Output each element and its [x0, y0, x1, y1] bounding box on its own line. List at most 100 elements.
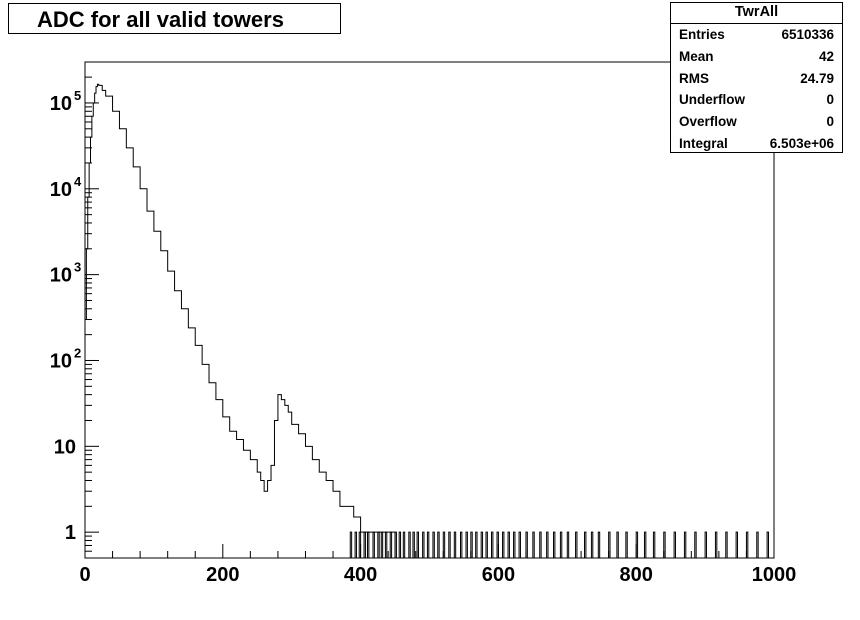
- histogram-bin: [442, 531, 446, 558]
- histogram-bin: [704, 531, 707, 558]
- stats-value: 24.79: [800, 70, 834, 86]
- histogram-bin: [480, 531, 484, 558]
- histogram-bin: [448, 531, 451, 558]
- histogram-bin: [553, 531, 556, 558]
- histogram-bin: [358, 531, 362, 558]
- histogram-bin: [475, 531, 478, 558]
- histogram-bin: [714, 531, 718, 558]
- histogram-bin: [453, 531, 457, 558]
- histogram-bin: [625, 531, 628, 558]
- stats-key: Entries: [679, 27, 725, 42]
- histogram-bin: [652, 531, 656, 558]
- stats-key: Underflow: [679, 92, 745, 108]
- stats-box-name: TwrAll: [671, 3, 842, 24]
- histogram-bin: [643, 531, 647, 558]
- y-tick-label: 10: [50, 350, 72, 372]
- histogram-bin: [460, 531, 463, 558]
- histogram-bin: [408, 531, 411, 558]
- y-tick-label: 10: [50, 179, 72, 201]
- y-tick-exponent: 3: [74, 260, 81, 275]
- histogram-series: [84, 83, 769, 558]
- histogram-bin: [422, 531, 425, 558]
- histogram-bin: [402, 531, 406, 558]
- histogram-bin: [491, 531, 494, 558]
- y-tick-exponent: 5: [74, 88, 81, 103]
- stats-value: 6510336: [781, 27, 834, 42]
- histogram-bin: [349, 531, 353, 558]
- histogram-bin: [766, 531, 769, 558]
- histogram-bin: [673, 531, 676, 558]
- histogram-bin: [485, 531, 488, 558]
- histogram-bin: [566, 531, 570, 558]
- stats-key: Overflow: [679, 114, 737, 130]
- x-tick-label: 600: [482, 564, 515, 586]
- y-tick-label: 1: [65, 522, 76, 544]
- histogram-bin: [426, 531, 430, 558]
- histogram-bin: [663, 531, 666, 558]
- histogram-bin: [608, 531, 611, 558]
- stats-value: 0: [826, 92, 834, 108]
- y-tick-label: 10: [54, 436, 76, 458]
- stats-row-overflow: Overflow 0: [671, 111, 842, 133]
- histogram-bin: [559, 531, 563, 558]
- histogram-bin: [575, 531, 578, 558]
- histogram-bin: [398, 531, 402, 558]
- stats-row-integral: Integral 6.503e+06: [671, 133, 842, 155]
- histogram-bin: [366, 531, 370, 558]
- y-tick-label: 10: [50, 265, 72, 287]
- histogram-bin: [518, 531, 521, 558]
- histogram-bin: [513, 531, 516, 558]
- plot-frame: [84, 61, 775, 559]
- stats-row-mean: Mean 42: [671, 46, 842, 68]
- histogram-bin: [735, 531, 738, 558]
- histogram-bin: [546, 531, 549, 558]
- chart-title-box: ADC for all valid towers: [8, 3, 341, 34]
- x-tick-label: 800: [620, 564, 653, 586]
- histogram-bin: [725, 531, 728, 558]
- stats-row-underflow: Underflow 0: [671, 89, 842, 111]
- histogram-bin: [389, 531, 393, 558]
- histogram-bin: [380, 531, 384, 558]
- stats-key: Mean: [679, 48, 714, 64]
- histogram-bin: [465, 531, 468, 558]
- histogram-bin: [756, 531, 759, 558]
- histogram-bin: [745, 531, 749, 558]
- histogram-bin: [384, 531, 388, 558]
- stats-value: 0: [826, 114, 834, 130]
- x-tick-label: 1000: [752, 564, 797, 586]
- y-tick-exponent: 4: [74, 174, 82, 189]
- histogram-bin: [432, 531, 435, 558]
- stats-key: Integral: [679, 135, 728, 151]
- histogram-bin: [635, 531, 639, 558]
- y-tick-exponent: 2: [74, 345, 81, 360]
- histogram-bin: [377, 531, 380, 558]
- histogram-bin: [539, 531, 542, 558]
- histogram-bin: [590, 531, 594, 558]
- histogram-bin: [597, 531, 601, 558]
- histogram-bin: [683, 531, 687, 558]
- histogram-bin: [507, 531, 510, 558]
- x-tick-label: 0: [79, 564, 90, 586]
- histogram-bin: [416, 531, 419, 558]
- histogram-bin: [496, 531, 499, 558]
- histogram-bin: [694, 531, 697, 558]
- histogram-bin: [363, 531, 366, 558]
- y-tick-label: 10: [50, 93, 72, 115]
- histogram-bin: [372, 531, 375, 558]
- histogram-bin: [525, 531, 528, 558]
- histogram-bin: [412, 531, 415, 558]
- stats-box: TwrAll Entries 6510336 Mean 42 RMS 24.79…: [670, 2, 843, 153]
- histogram-bin: [532, 531, 535, 558]
- histogram-bin: [584, 531, 587, 558]
- stats-row-rms: RMS 24.79: [671, 68, 842, 90]
- histogram-bin: [354, 531, 357, 558]
- stats-row-entries: Entries 6510336: [671, 24, 842, 46]
- x-tick-label: 400: [344, 564, 377, 586]
- histogram-bin: [470, 531, 473, 558]
- chart-title: ADC for all valid towers: [37, 7, 284, 32]
- stats-key: RMS: [679, 70, 709, 86]
- stats-value: 42: [818, 48, 834, 64]
- stats-value: 6.503e+06: [769, 135, 834, 151]
